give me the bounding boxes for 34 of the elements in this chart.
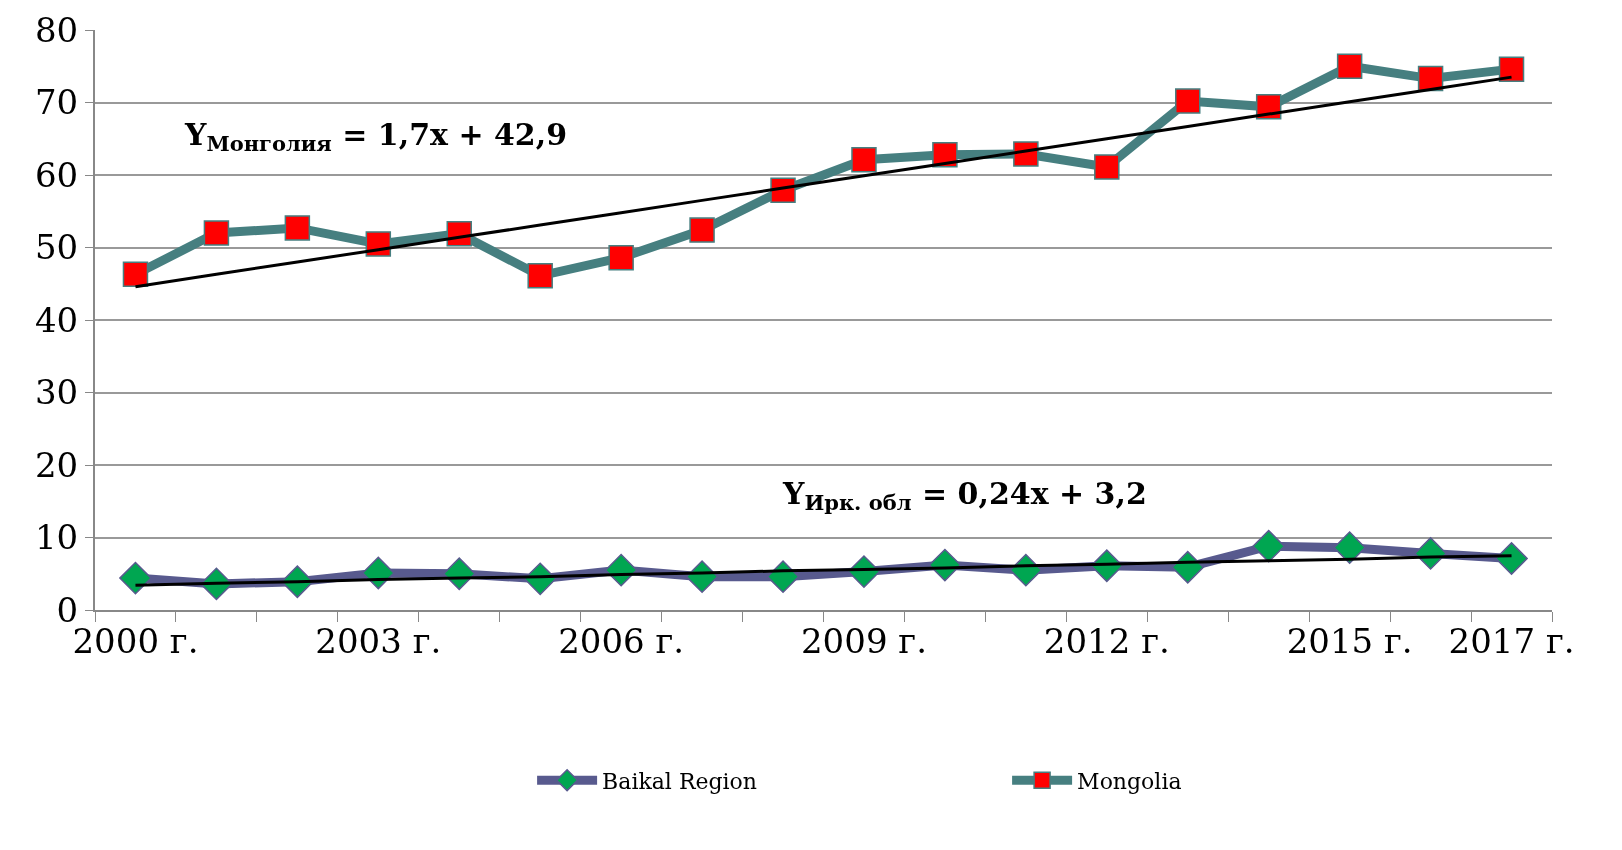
point xyxy=(1252,529,1286,563)
point xyxy=(851,147,877,173)
x-tick-label: 2012 г. xyxy=(1043,620,1170,661)
point xyxy=(1498,56,1525,82)
x-tick-label: 2017 г. xyxy=(1448,620,1575,661)
y-tick-label: 60 xyxy=(34,154,79,195)
annotation: Y$_{Ирк. обл}$ = 0,24x + 3,2 xyxy=(782,476,1147,516)
legend-label: Mongolia xyxy=(1077,768,1182,794)
point xyxy=(1495,542,1528,575)
point xyxy=(527,263,553,289)
point xyxy=(122,261,149,288)
legend-label: Baikal Region xyxy=(602,768,758,794)
point xyxy=(608,244,634,271)
point xyxy=(284,215,311,241)
point xyxy=(203,220,230,246)
y-tick-label: 20 xyxy=(34,444,79,485)
x-tick-label: 2003 г. xyxy=(315,620,442,661)
y-tick-label: 50 xyxy=(34,227,79,268)
x-tick-label: 2015 г. xyxy=(1286,620,1413,661)
point xyxy=(1333,531,1366,564)
annotation: Y$_{Монголия}$ = 1,7x + 42,9 xyxy=(184,117,568,157)
point xyxy=(689,217,715,243)
x-tick-label: 2000 г. xyxy=(72,620,199,661)
x-tick-label: 2009 г. xyxy=(800,620,927,661)
point xyxy=(1175,88,1201,114)
y-tick-label: 80 xyxy=(34,9,79,50)
point xyxy=(1094,154,1120,180)
x-tick-label: 2006 г. xyxy=(558,620,685,661)
point xyxy=(119,561,152,595)
y-tick-label: 10 xyxy=(34,517,79,558)
y-tick-label: 40 xyxy=(34,299,79,340)
point xyxy=(1336,53,1363,79)
y-tick-label: 30 xyxy=(34,372,79,413)
y-tick-label: 70 xyxy=(34,82,79,123)
